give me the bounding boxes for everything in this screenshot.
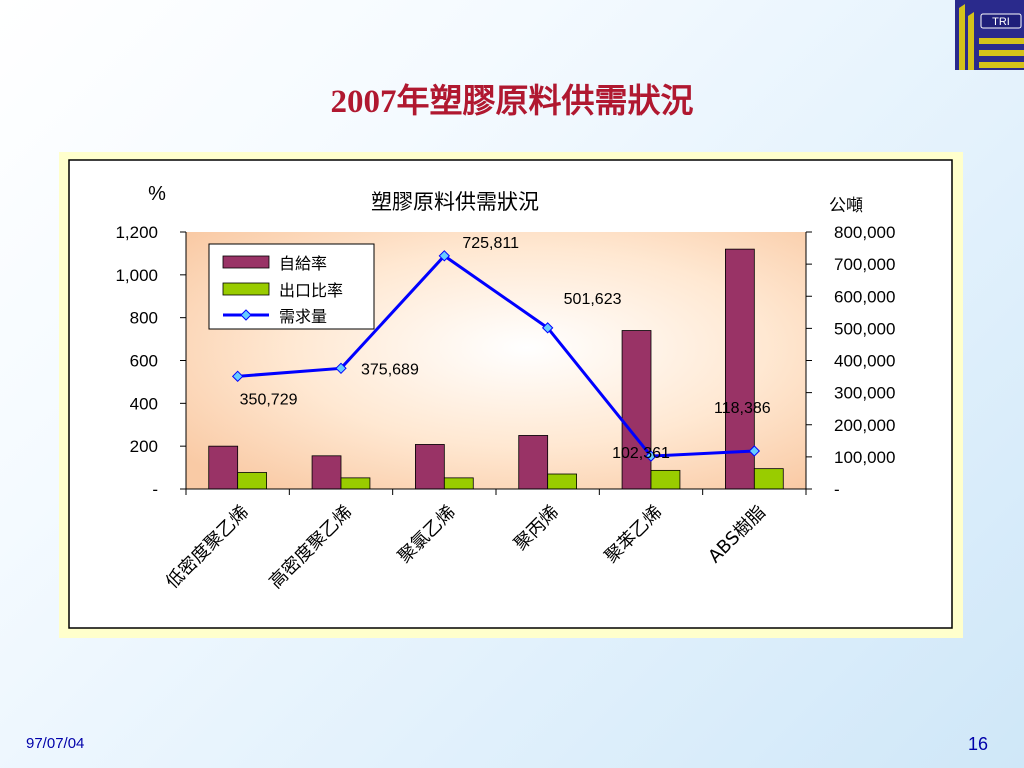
demand-line — [237, 253, 755, 458]
left-tick-label-6: 1,200 — [115, 223, 158, 242]
right-tick-label-7: 700,000 — [834, 255, 895, 274]
left-tick-label-2: 400 — [130, 394, 158, 413]
page-number: 16 — [967, 734, 988, 754]
bar-export-ratio-1 — [340, 477, 371, 490]
left-tick-label-4: 800 — [130, 309, 158, 328]
demand-marker-4 — [645, 450, 657, 462]
tri-logo: TRI — [955, 0, 1024, 70]
demand-data-label-2: 725,811 — [462, 235, 519, 252]
right-tick-label-0: - — [834, 480, 840, 499]
demand-marker-2 — [438, 250, 451, 262]
bar-export-ratio-0 — [237, 472, 268, 490]
demand-data-label-1: 375,689 — [361, 361, 419, 378]
chart-title: 塑膠原料供需狀況 — [371, 191, 539, 214]
right-tick-label-3: 300,000 — [834, 384, 895, 403]
slide-title: 2007年塑膠原料供需狀況 — [330, 84, 694, 120]
left-tick-label-0: - — [152, 480, 158, 499]
demand-marker-0 — [231, 370, 244, 383]
bar-export-ratio-5 — [753, 468, 784, 490]
demand-data-label-0: 350,729 — [240, 391, 298, 408]
right-tick-label-6: 600,000 — [834, 287, 895, 306]
legend: 自給率 出口比率 需求量 — [208, 243, 375, 330]
left-tick-label-5: 1,000 — [115, 266, 158, 285]
footer-date: 97/07/04 — [26, 735, 85, 752]
bar-self-sufficiency-2 — [414, 444, 445, 490]
demand-data-label-5: 118,386 — [714, 400, 771, 417]
bar-self-sufficiency-4 — [621, 330, 652, 490]
bar-export-ratio-2 — [443, 477, 474, 490]
chart-frame: 塑膠原料供需狀況 % 公噸 - 200 400 600 800 1,000 1,200 - 10… — [59, 152, 963, 638]
left-axis-unit: % — [148, 183, 166, 205]
bar-export-ratio-4 — [650, 469, 681, 490]
right-tick-label-2: 200,000 — [834, 416, 895, 435]
chart: 塑膠原料供需狀況 % 公噸 - 200 400 600 800 1,000 1,200 - 10… — [59, 152, 963, 638]
right-tick-label-1: 100,000 — [834, 448, 895, 467]
right-tick-label-5: 500,000 — [834, 319, 895, 338]
demand-data-label-3: 501,623 — [564, 291, 622, 308]
left-tick-label-3: 600 — [130, 352, 158, 371]
legend-label-self-sufficiency: 自給率 — [279, 255, 327, 273]
bar-export-ratio-3 — [547, 473, 577, 490]
logo-text: TRI — [992, 16, 1010, 28]
right-axis-unit: 公噸 — [829, 196, 863, 215]
legend-label-export-ratio: 出口比率 — [279, 282, 343, 300]
right-tick-label-4: 400,000 — [834, 352, 895, 371]
legend-swatch-export-ratio — [222, 282, 270, 296]
bar-self-sufficiency-0 — [208, 445, 239, 490]
demand-marker-5 — [748, 445, 761, 457]
demand-data-label-4: 102,361 — [612, 445, 670, 462]
left-tick-label-1: 200 — [130, 437, 158, 456]
legend-swatch-self-sufficiency — [222, 255, 270, 269]
demand-marker-3 — [541, 322, 554, 334]
legend-swatch-demand-marker — [240, 309, 252, 321]
legend-label-demand: 需求量 — [279, 308, 327, 326]
bar-self-sufficiency-3 — [518, 435, 549, 490]
demand-marker-1 — [335, 362, 347, 375]
bar-self-sufficiency-1 — [311, 455, 342, 490]
right-tick-label-8: 800,000 — [834, 223, 895, 242]
